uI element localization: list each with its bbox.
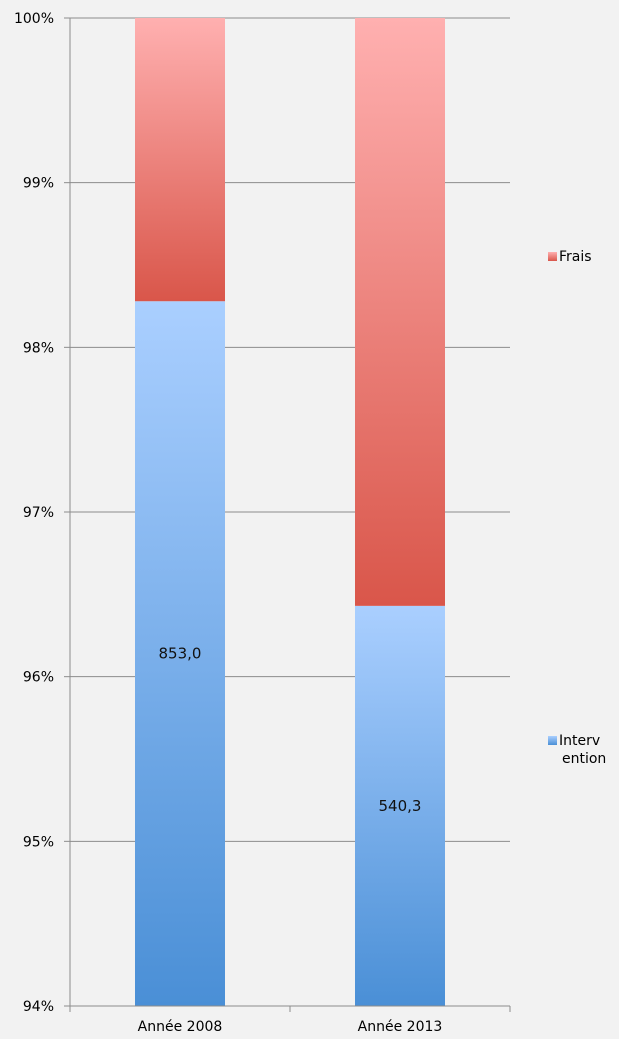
y-tick-label: 95% [23, 834, 54, 850]
x-category-label: Année 2008 [138, 1019, 223, 1035]
bar-frais-2 [355, 18, 445, 606]
bar-intervention-1 [135, 301, 225, 1006]
bar-frais-1 [135, 18, 225, 302]
legend-swatch [548, 252, 557, 261]
axes [69, 18, 511, 1012]
x-axis-category-labels: Année 2008 Année 2013 [138, 1019, 443, 1035]
y-tick-label: 96% [23, 670, 54, 686]
legend-label: Frais [559, 249, 592, 265]
legend-label: Interv [559, 733, 600, 749]
y-tick-label: 99% [23, 176, 54, 192]
x-category-label: Année 2013 [358, 1019, 443, 1035]
data-label: 540,3 [379, 797, 422, 815]
bar-intervention-2 [355, 605, 445, 1006]
legend: Frais Interv ention [548, 249, 606, 767]
y-tick-label: 98% [23, 340, 54, 356]
legend-label: ention [562, 751, 606, 767]
legend-item-intervention: Interv ention [548, 733, 606, 767]
y-tick-label: 97% [23, 505, 54, 521]
data-labels: 853,0 540,3 [159, 645, 422, 815]
y-tick-label: 100% [14, 11, 54, 27]
y-axis-tick-labels: 94% 95% 96% 97% 98% 99% 100% [14, 11, 54, 1015]
legend-swatch [548, 736, 557, 745]
legend-item-frais: Frais [548, 249, 592, 265]
data-label: 853,0 [159, 645, 202, 663]
y-tick-label: 94% [23, 999, 54, 1015]
bars [135, 18, 445, 1006]
